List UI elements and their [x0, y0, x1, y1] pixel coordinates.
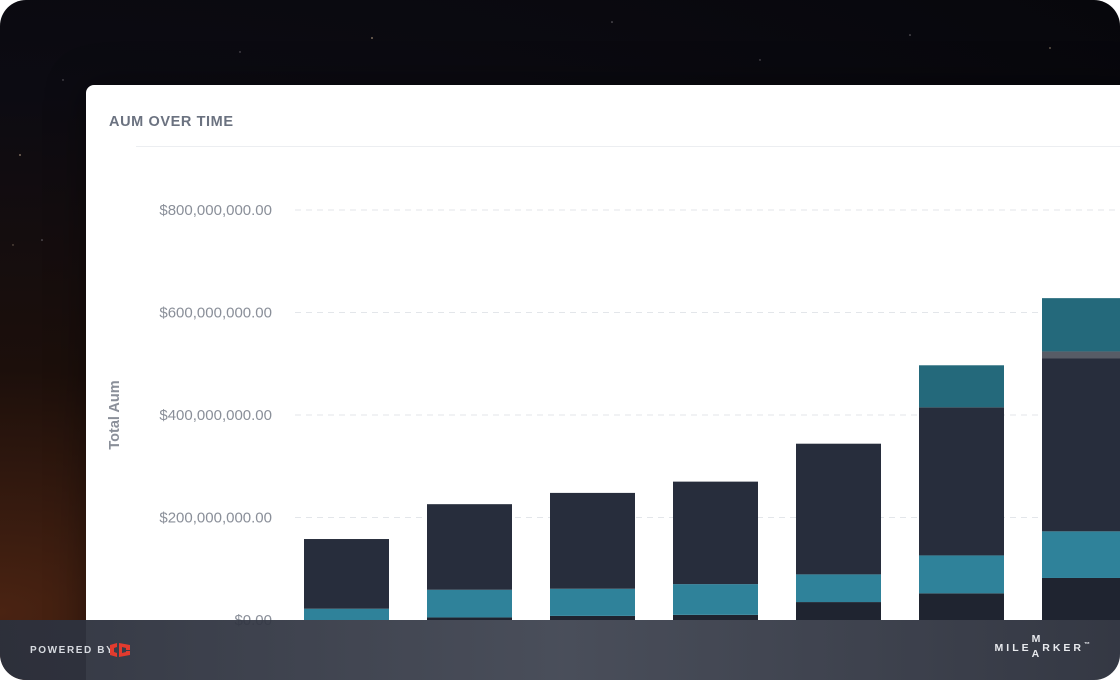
bar-segment	[919, 593, 1004, 620]
bar-segment	[550, 492, 635, 589]
bar-segment	[1042, 531, 1120, 578]
red-brand-mark-icon[interactable]	[109, 642, 131, 658]
bar-segment	[796, 443, 881, 575]
y-tick-label: $600,000,000.00	[159, 305, 272, 322]
bar-segment	[919, 407, 1004, 556]
y-tick-label: $800,000,000.00	[159, 202, 272, 219]
milemarker-logo[interactable]: MILE M ARKER™	[994, 633, 1090, 660]
logo-trademark: ™	[1084, 642, 1090, 648]
bar-segment	[796, 602, 881, 620]
y-axis-title: Total Aum	[107, 380, 123, 449]
logo-left-text: MILE	[994, 642, 1032, 654]
bar-segment	[919, 555, 1004, 594]
bar-segment	[304, 539, 389, 609]
logo-a-letter: A	[1031, 648, 1043, 660]
bar-segment	[1042, 577, 1120, 620]
bar-segment	[427, 589, 512, 618]
bar-segment	[1042, 358, 1120, 532]
logo-m-letter: M	[1031, 633, 1044, 645]
footer-bar: POWERED BY MILE M ARKER™	[0, 620, 1120, 680]
y-tick-label: $200,000,000.00	[159, 510, 272, 527]
bar-segment	[673, 481, 758, 585]
bar-segment	[796, 574, 881, 603]
bar-segment	[304, 608, 389, 620]
y-tick-label: $400,000,000.00	[159, 407, 272, 424]
bar-segment	[919, 365, 1004, 408]
bar-segment	[427, 504, 512, 590]
bar-segment	[1042, 298, 1120, 352]
card-divider	[136, 146, 1120, 147]
bar-segment	[550, 588, 635, 616]
powered-by-label: POWERED BY	[30, 645, 115, 656]
card-title: AUM OVER TIME	[109, 114, 234, 130]
bar-segment	[427, 617, 512, 620]
logo-right-text: RKER	[1042, 642, 1084, 654]
bar-segment	[550, 615, 635, 620]
bar-segment	[673, 584, 758, 615]
bar-segment	[673, 614, 758, 620]
bar-segment	[1042, 351, 1120, 359]
